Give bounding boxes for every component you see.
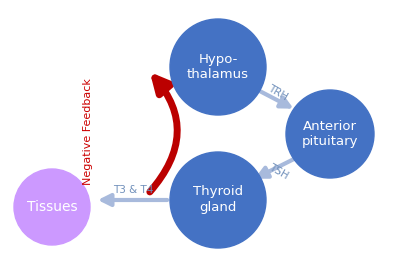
Circle shape — [170, 19, 266, 115]
Circle shape — [170, 152, 266, 248]
Text: Tissues: Tissues — [27, 200, 77, 214]
Text: Negative Feedback: Negative Feedback — [83, 79, 93, 185]
Text: Thyroid
gland: Thyroid gland — [193, 185, 243, 215]
Text: Hypo-
thalamus: Hypo- thalamus — [187, 52, 249, 81]
Text: T3 & T4: T3 & T4 — [113, 185, 153, 195]
Text: TSH: TSH — [266, 162, 290, 182]
Circle shape — [286, 90, 374, 178]
Text: TRH: TRH — [266, 83, 290, 103]
Text: Anterior
pituitary: Anterior pituitary — [302, 119, 358, 149]
Circle shape — [14, 169, 90, 245]
